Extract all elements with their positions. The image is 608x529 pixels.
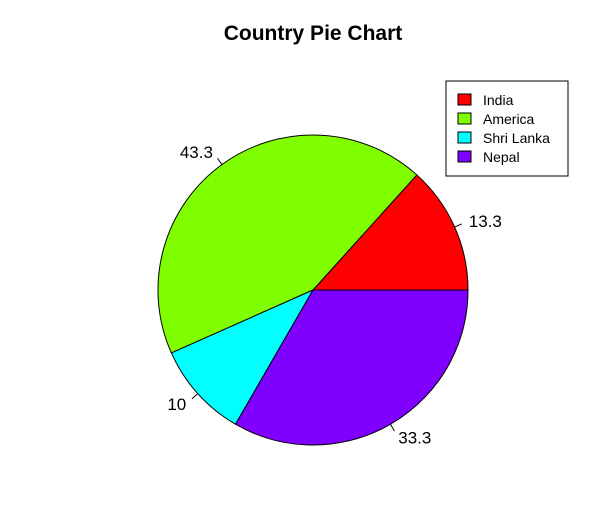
legend-swatch bbox=[457, 131, 472, 144]
legend-label: Nepal bbox=[483, 149, 520, 165]
legend-label: India bbox=[483, 92, 514, 108]
chart-title: Country Pie Chart bbox=[224, 22, 403, 45]
legend: India America Shri Lanka Nepal bbox=[445, 80, 569, 177]
pie-slices bbox=[157, 134, 469, 446]
slice-label: 13.3 bbox=[469, 212, 502, 231]
slice-label-tick bbox=[217, 157, 223, 165]
legend-swatch bbox=[457, 150, 472, 163]
pie-slice-india bbox=[311, 174, 469, 291]
slice-label-tick bbox=[390, 423, 395, 432]
slice-label-tick bbox=[454, 223, 462, 228]
pie-slice-america bbox=[157, 134, 418, 354]
slice-labels: 13.3 43.3 10 33.3 bbox=[167, 143, 502, 448]
slice-label-tick bbox=[191, 393, 199, 400]
pie-slice-shri-lanka bbox=[170, 288, 315, 425]
legend-swatch bbox=[457, 112, 472, 125]
legend-label: America bbox=[483, 111, 535, 127]
pie-slice-nepal bbox=[234, 289, 469, 446]
legend-swatch bbox=[457, 93, 472, 106]
slice-label: 43.3 bbox=[180, 143, 213, 162]
legend-label: Shri Lanka bbox=[483, 130, 550, 146]
slice-label: 10 bbox=[167, 395, 186, 414]
slice-label: 33.3 bbox=[398, 429, 431, 448]
